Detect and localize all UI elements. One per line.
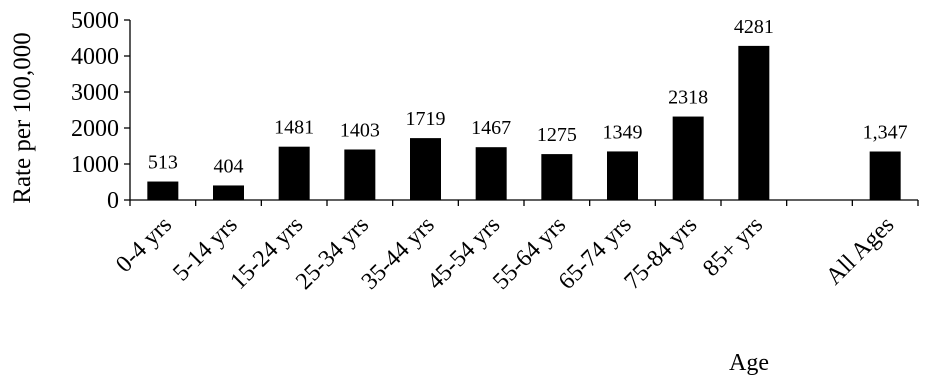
data-label: 2318 <box>668 87 708 109</box>
data-label: 1481 <box>274 117 314 139</box>
y-tick-label: 5000 <box>71 8 119 34</box>
data-labels: 513 404 1481 1403 1719 1467 1275 1349 2318 4281 1,… <box>148 16 908 178</box>
y-tick-label: 1000 <box>71 152 119 178</box>
bar <box>344 149 376 200</box>
bars <box>147 45 901 200</box>
y-tick-label: 4000 <box>71 44 119 70</box>
bar <box>541 154 573 200</box>
y-tick-label: 3000 <box>71 80 119 106</box>
bar <box>475 147 507 200</box>
data-label: 513 <box>148 152 178 174</box>
data-label: 1719 <box>406 108 446 130</box>
x-axis-title: Age <box>729 350 769 376</box>
data-label: 404 <box>214 155 244 177</box>
data-label: 4281 <box>734 16 774 38</box>
bar <box>672 116 704 200</box>
x-tick-label: All Ages <box>821 212 899 290</box>
bar <box>869 151 901 200</box>
data-label: 1467 <box>471 117 511 139</box>
y-axis: 0 1000 2000 3000 4000 5000 <box>71 8 131 214</box>
bar <box>213 185 244 200</box>
y-tick-label: 2000 <box>71 116 119 142</box>
data-label: 1403 <box>340 119 380 141</box>
bar <box>147 181 179 200</box>
bar <box>410 138 441 200</box>
data-label: 1,347 <box>863 122 908 144</box>
x-tick-label: 85+ yrs <box>698 212 768 282</box>
y-axis-title: Rate per 100,000 <box>9 32 36 203</box>
bar <box>278 146 310 200</box>
x-tick-label: 75-84 yrs <box>619 212 702 295</box>
bar <box>738 45 770 200</box>
data-label: 1275 <box>537 124 577 146</box>
bar <box>607 151 638 200</box>
data-label: 1349 <box>603 121 643 143</box>
y-tick-label: 0 <box>107 188 119 214</box>
